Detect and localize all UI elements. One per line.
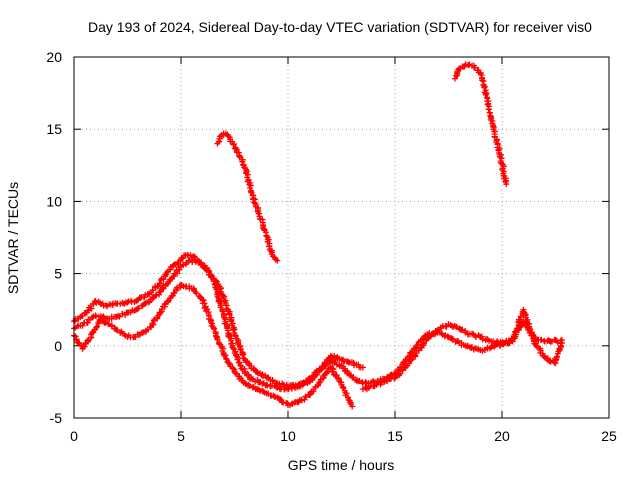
track-marker (230, 365, 237, 372)
track-marker (236, 359, 243, 366)
track-marker (306, 375, 313, 382)
series-track-f (359, 318, 565, 393)
axis-ticks: 0 5 10 15 20 25 -5 0 5 10 15 20 (46, 49, 617, 444)
track-marker (362, 379, 369, 386)
track-marker (517, 313, 524, 320)
data-point (263, 233, 270, 240)
data-point (190, 253, 197, 260)
x-axis-title: GPS time / hours (288, 457, 395, 473)
track-marker (210, 325, 217, 332)
track-marker (486, 109, 493, 116)
track-marker (246, 185, 253, 192)
series-track-g (392, 306, 565, 378)
track-marker (150, 317, 157, 324)
track-marker (339, 383, 346, 390)
track-marker (214, 336, 221, 343)
series-track-e (451, 61, 510, 188)
track-marker (204, 267, 211, 274)
x-tick-label: 15 (387, 428, 403, 444)
track-marker (84, 319, 91, 326)
grid-lines (74, 57, 609, 418)
track-marker (245, 381, 252, 388)
y-tick-label: 10 (46, 193, 62, 209)
y-axis-title: SDTVAR / TECUs (5, 182, 21, 294)
track-marker (223, 356, 230, 363)
y-tick-label: 15 (46, 121, 62, 137)
track-marker (479, 77, 486, 84)
track-marker (333, 372, 340, 379)
track-marker (247, 188, 254, 195)
track-marker (226, 360, 233, 367)
x-tick-label: 20 (494, 428, 510, 444)
track-marker (135, 305, 142, 312)
track-marker (152, 292, 159, 299)
data-point (156, 289, 163, 296)
track-marker (210, 278, 217, 285)
track-marker (93, 324, 100, 331)
track-marker (114, 327, 121, 334)
track-marker (356, 377, 363, 384)
track-marker (269, 376, 276, 383)
track-marker (538, 336, 545, 343)
track-marker (157, 309, 164, 316)
track-marker (527, 326, 534, 333)
data-point (274, 257, 281, 264)
data-point (349, 403, 356, 410)
track-marker (469, 330, 476, 337)
track-marker (94, 323, 101, 330)
data-series (71, 61, 565, 410)
x-tick-label: 10 (280, 428, 296, 444)
track-marker (491, 343, 498, 350)
track-marker (230, 141, 237, 148)
data-point (263, 381, 270, 388)
x-tick-label: 0 (70, 428, 78, 444)
y-tick-label: 20 (46, 49, 62, 65)
track-marker (157, 280, 164, 287)
track-marker (485, 106, 492, 113)
track-marker (310, 372, 317, 379)
track-marker (180, 262, 187, 269)
track-marker (81, 343, 88, 350)
track-marker (340, 385, 347, 392)
chart-title: Day 193 of 2024, Sidereal Day-to-day VTE… (88, 19, 592, 35)
track-marker (553, 353, 560, 360)
track-marker (239, 158, 246, 165)
track-marker (116, 313, 123, 320)
track-marker (498, 155, 505, 162)
x-tick-label: 5 (177, 428, 185, 444)
data-point (503, 181, 510, 188)
series-track-d (214, 130, 281, 264)
series-track-c (71, 282, 356, 410)
y-tick-label: 5 (54, 266, 62, 282)
plot-frame (73, 56, 610, 419)
track-marker (239, 352, 246, 359)
track-marker (315, 379, 322, 386)
track-marker (237, 362, 244, 369)
data-point (145, 299, 152, 306)
track-marker (232, 369, 239, 376)
data-point (103, 302, 110, 309)
track-marker (254, 369, 261, 376)
track-marker (84, 337, 91, 344)
track-marker (277, 396, 284, 403)
track-marker (179, 255, 186, 262)
data-point (359, 364, 366, 371)
track-marker (200, 297, 207, 304)
x-tick-label: 25 (601, 428, 617, 444)
data-point (558, 337, 565, 344)
track-marker (309, 373, 316, 380)
track-marker (449, 336, 456, 343)
y-tick-label: 0 (54, 338, 62, 354)
y-tick-label: -5 (50, 410, 63, 426)
